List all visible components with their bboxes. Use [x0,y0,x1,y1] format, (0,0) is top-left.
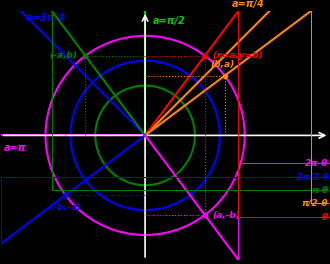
Text: 3π/2-θ: 3π/2-θ [296,173,328,182]
Text: 2π-θ: 2π-θ [305,159,328,168]
Text: (-b,-a): (-b,-a) [50,203,81,212]
Text: a=π/2: a=π/2 [153,16,186,26]
Text: a=3π/4: a=3π/4 [26,13,65,23]
Text: a=π: a=π [4,143,26,153]
Text: π-θ: π-θ [311,186,328,195]
Text: θ: θ [322,213,328,221]
Text: (b,a): (b,a) [211,60,235,69]
Text: (x=a,y=b): (x=a,y=b) [212,51,263,60]
Text: a=π/4: a=π/4 [232,0,265,9]
Text: π/2-θ: π/2-θ [302,199,328,208]
Text: (a,-b): (a,-b) [212,211,240,220]
Text: (-a,b): (-a,b) [50,51,77,60]
